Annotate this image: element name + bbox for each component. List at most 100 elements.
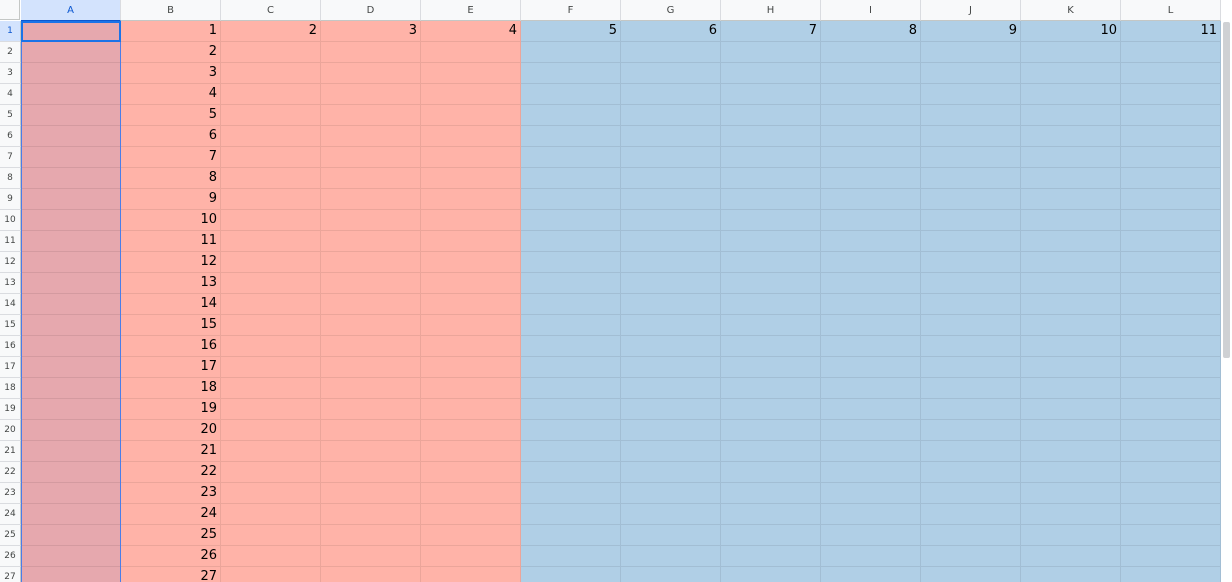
cell-a20[interactable] [21, 420, 121, 441]
cell-a21[interactable] [21, 441, 121, 462]
cell-j27[interactable] [921, 567, 1021, 582]
cell-k22[interactable] [1021, 462, 1121, 483]
cell-l3[interactable] [1121, 63, 1221, 84]
cell-j7[interactable] [921, 147, 1021, 168]
cell-d6[interactable] [321, 126, 421, 147]
cell-g17[interactable] [621, 357, 721, 378]
cell-h18[interactable] [721, 378, 821, 399]
cell-j21[interactable] [921, 441, 1021, 462]
cell-h5[interactable] [721, 105, 821, 126]
cell-d22[interactable] [321, 462, 421, 483]
cell-l4[interactable] [1121, 84, 1221, 105]
cell-j9[interactable] [921, 189, 1021, 210]
cell-c10[interactable] [221, 210, 321, 231]
cell-b13[interactable]: 13 [121, 273, 221, 294]
cell-e17[interactable] [421, 357, 521, 378]
row-header-19[interactable]: 19 [0, 399, 21, 420]
cell-c6[interactable] [221, 126, 321, 147]
cell-e11[interactable] [421, 231, 521, 252]
cell-e27[interactable] [421, 567, 521, 582]
cell-a27[interactable] [21, 567, 121, 582]
cell-k17[interactable] [1021, 357, 1121, 378]
cell-b5[interactable]: 5 [121, 105, 221, 126]
column-header-h[interactable]: H [721, 0, 821, 21]
cell-c2[interactable] [221, 42, 321, 63]
cell-g13[interactable] [621, 273, 721, 294]
cell-c27[interactable] [221, 567, 321, 582]
cell-h17[interactable] [721, 357, 821, 378]
cell-l8[interactable] [1121, 168, 1221, 189]
cell-i20[interactable] [821, 420, 921, 441]
cell-j12[interactable] [921, 252, 1021, 273]
column-header-g[interactable]: G [621, 0, 721, 21]
row-header-3[interactable]: 3 [0, 63, 21, 84]
cell-c26[interactable] [221, 546, 321, 567]
cell-d5[interactable] [321, 105, 421, 126]
cell-d12[interactable] [321, 252, 421, 273]
cell-f27[interactable] [521, 567, 621, 582]
row-header-21[interactable]: 21 [0, 441, 21, 462]
cell-k27[interactable] [1021, 567, 1121, 582]
cell-l22[interactable] [1121, 462, 1221, 483]
cell-j2[interactable] [921, 42, 1021, 63]
cell-j20[interactable] [921, 420, 1021, 441]
select-all-corner[interactable] [0, 0, 20, 20]
cell-l12[interactable] [1121, 252, 1221, 273]
cell-k1[interactable]: 10 [1021, 21, 1121, 42]
cell-h10[interactable] [721, 210, 821, 231]
cell-a5[interactable] [21, 105, 121, 126]
cell-b23[interactable]: 23 [121, 483, 221, 504]
cell-i15[interactable] [821, 315, 921, 336]
column-header-a[interactable]: A [21, 0, 121, 21]
cell-l23[interactable] [1121, 483, 1221, 504]
cell-e19[interactable] [421, 399, 521, 420]
cell-a2[interactable] [21, 42, 121, 63]
cell-f25[interactable] [521, 525, 621, 546]
cell-b4[interactable]: 4 [121, 84, 221, 105]
cell-a6[interactable] [21, 126, 121, 147]
cell-a15[interactable] [21, 315, 121, 336]
cell-l1[interactable]: 11 [1121, 21, 1221, 42]
cell-c17[interactable] [221, 357, 321, 378]
cell-h2[interactable] [721, 42, 821, 63]
cell-k10[interactable] [1021, 210, 1121, 231]
row-header-9[interactable]: 9 [0, 189, 21, 210]
cell-f23[interactable] [521, 483, 621, 504]
cell-a13[interactable] [21, 273, 121, 294]
cell-c23[interactable] [221, 483, 321, 504]
cell-a7[interactable] [21, 147, 121, 168]
cell-e12[interactable] [421, 252, 521, 273]
cell-h22[interactable] [721, 462, 821, 483]
cell-c24[interactable] [221, 504, 321, 525]
cell-k2[interactable] [1021, 42, 1121, 63]
cell-j22[interactable] [921, 462, 1021, 483]
cell-l9[interactable] [1121, 189, 1221, 210]
cell-b10[interactable]: 10 [121, 210, 221, 231]
cell-b9[interactable]: 9 [121, 189, 221, 210]
row-header-11[interactable]: 11 [0, 231, 21, 252]
cell-i10[interactable] [821, 210, 921, 231]
cell-l19[interactable] [1121, 399, 1221, 420]
cell-c14[interactable] [221, 294, 321, 315]
column-header-e[interactable]: E [421, 0, 521, 21]
cell-e15[interactable] [421, 315, 521, 336]
cell-i9[interactable] [821, 189, 921, 210]
column-header-k[interactable]: K [1021, 0, 1121, 21]
cell-c22[interactable] [221, 462, 321, 483]
cell-i1[interactable]: 8 [821, 21, 921, 42]
cell-c11[interactable] [221, 231, 321, 252]
cell-f8[interactable] [521, 168, 621, 189]
row-header-14[interactable]: 14 [0, 294, 21, 315]
cell-f6[interactable] [521, 126, 621, 147]
cell-l7[interactable] [1121, 147, 1221, 168]
cell-i17[interactable] [821, 357, 921, 378]
cell-j14[interactable] [921, 294, 1021, 315]
cell-a16[interactable] [21, 336, 121, 357]
cell-i6[interactable] [821, 126, 921, 147]
cell-k21[interactable] [1021, 441, 1121, 462]
cell-c7[interactable] [221, 147, 321, 168]
cell-h13[interactable] [721, 273, 821, 294]
cell-g15[interactable] [621, 315, 721, 336]
cell-f18[interactable] [521, 378, 621, 399]
cell-l26[interactable] [1121, 546, 1221, 567]
